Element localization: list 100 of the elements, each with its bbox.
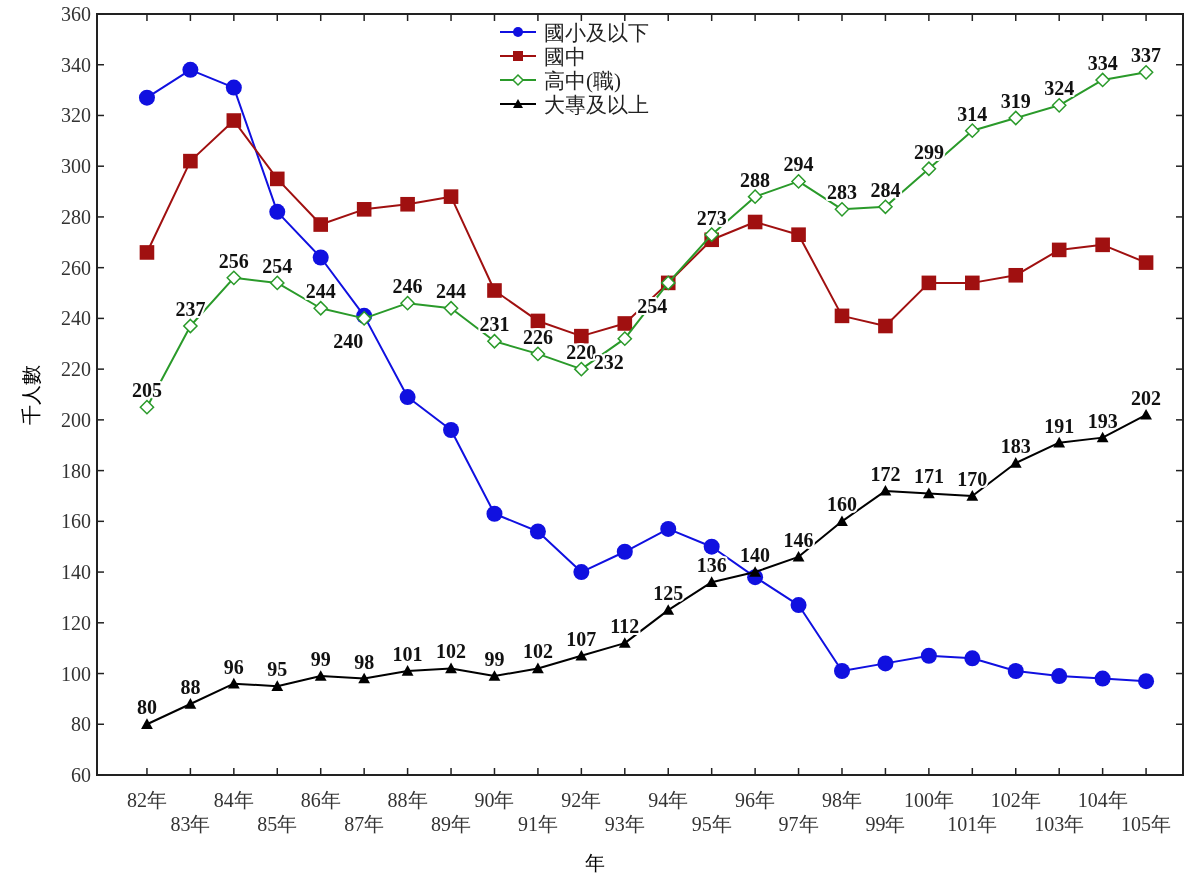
point	[487, 333, 502, 349]
data-label: 256	[218, 249, 249, 272]
y-tick-label: 80	[71, 713, 91, 736]
point	[574, 361, 589, 377]
point	[400, 196, 415, 212]
legend-label: 國中	[544, 45, 586, 69]
point	[269, 275, 285, 291]
data-label: 246	[392, 275, 423, 298]
x-tick-label: 103年	[1034, 813, 1085, 835]
point	[271, 680, 284, 691]
x-tick-label: 88年	[387, 789, 428, 811]
y-tick-label: 180	[61, 459, 91, 482]
x-axis-title: 年	[585, 852, 605, 874]
data-label: 319	[1000, 90, 1031, 112]
data-label: 171	[913, 465, 944, 488]
x-tick-label: 101年	[947, 813, 998, 835]
data-label: 337	[1131, 44, 1162, 67]
data-label: 294	[783, 153, 814, 176]
data-label: 102	[436, 640, 467, 663]
data-label: 160	[827, 493, 857, 516]
y-tick-label: 240	[61, 307, 91, 330]
y-tick-label: 120	[61, 611, 91, 634]
point	[705, 576, 718, 587]
data-label: 99	[310, 648, 331, 671]
point	[141, 718, 153, 729]
data-label: 244	[436, 280, 467, 303]
point	[226, 113, 242, 128]
y-tick-label: 220	[61, 358, 91, 381]
point	[877, 655, 894, 672]
data-label: 102	[522, 640, 553, 663]
point	[573, 564, 590, 581]
point	[401, 665, 414, 676]
point	[1051, 97, 1067, 113]
data-label: 240	[333, 330, 364, 353]
data-label: 334	[1087, 51, 1118, 74]
data-label: 125	[653, 582, 684, 605]
y-axis-title: 千人數	[20, 364, 42, 425]
point	[1138, 64, 1154, 80]
data-label: 191	[1044, 414, 1075, 437]
x-tick-label: 95年	[691, 813, 732, 835]
data-label: 237	[175, 298, 206, 321]
point	[356, 202, 372, 217]
point	[747, 214, 763, 230]
point	[1096, 431, 1109, 443]
x-tick-label: 93年	[604, 813, 645, 835]
data-label: 244	[305, 280, 336, 303]
point	[1095, 237, 1110, 253]
point	[1009, 457, 1022, 468]
point	[138, 89, 155, 106]
legend-label: 國小及以下	[544, 21, 649, 45]
data-label: 202	[1131, 386, 1162, 409]
point	[1007, 663, 1024, 679]
point	[617, 331, 633, 347]
x-tick-label: 92年	[561, 789, 602, 811]
point	[1008, 110, 1024, 126]
data-label: 324	[1044, 77, 1075, 100]
y-tick-label: 320	[61, 104, 91, 127]
point	[356, 311, 372, 326]
point	[532, 662, 544, 674]
x-tick-label: 91年	[517, 813, 558, 835]
data-label: 299	[913, 140, 944, 163]
point	[879, 484, 892, 496]
point	[617, 316, 633, 331]
y-tick-label: 340	[61, 53, 91, 76]
point	[312, 249, 329, 266]
point	[834, 308, 850, 324]
data-label: 314	[957, 102, 988, 125]
point	[529, 523, 546, 540]
point	[269, 203, 286, 220]
point	[443, 189, 459, 204]
data-label: 273	[696, 206, 727, 229]
x-tick-label: 104年	[1077, 789, 1128, 811]
x-tick-label: 82年	[126, 789, 167, 811]
point	[400, 295, 415, 311]
point	[139, 245, 155, 260]
point	[227, 677, 240, 689]
point	[792, 550, 805, 562]
x-tick-label: 98年	[822, 789, 862, 811]
data-label: 170	[957, 467, 988, 490]
legend-label: 大專及以上	[544, 93, 649, 117]
point	[183, 153, 198, 169]
point	[790, 597, 807, 614]
data-label: 288	[740, 168, 771, 191]
point	[184, 698, 197, 709]
point	[486, 505, 503, 522]
data-label: 101	[392, 643, 423, 665]
point	[1051, 242, 1067, 258]
x-tick-label: 85年	[257, 813, 298, 835]
point	[749, 566, 762, 577]
point	[399, 389, 416, 406]
data-label: 193	[1087, 409, 1118, 432]
data-label: 183	[1000, 434, 1031, 457]
y-tick-label: 160	[61, 510, 91, 533]
point	[139, 399, 155, 415]
point	[269, 171, 285, 187]
data-label: 226	[522, 325, 553, 348]
point	[530, 313, 546, 329]
x-tick-label: 97年	[778, 813, 819, 835]
y-tick-label: 200	[61, 408, 91, 431]
data-label: 140	[740, 544, 771, 567]
